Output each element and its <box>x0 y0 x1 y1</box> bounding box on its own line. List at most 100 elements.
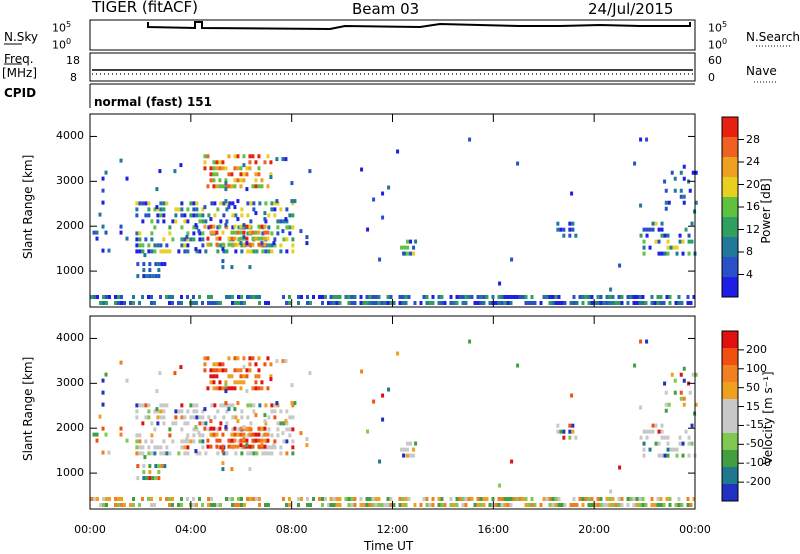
power-cell <box>276 231 280 236</box>
power-cell <box>248 265 252 270</box>
velocity-cell <box>236 356 240 361</box>
power-cell <box>168 249 172 254</box>
power-cell <box>503 301 507 305</box>
power-cell <box>389 295 393 299</box>
power-cell <box>679 194 683 199</box>
velocity-cbar-swatch <box>722 382 738 399</box>
velocity-cell <box>285 409 289 414</box>
x-tick-label: 16:00 <box>477 523 510 536</box>
power-cell <box>324 295 327 299</box>
power-cell <box>667 200 671 205</box>
velocity-cell <box>245 426 249 431</box>
velocity-cell <box>279 445 283 450</box>
velocity-cell <box>168 451 172 456</box>
velocity-cell <box>670 372 674 377</box>
power-cbar-tick-label: 24 <box>746 155 760 168</box>
velocity-cell <box>682 396 686 401</box>
power-cell <box>142 262 146 267</box>
velocity-cell <box>665 497 669 501</box>
power-cell <box>479 295 483 299</box>
velocity-cell <box>104 432 108 437</box>
velocity-cell <box>135 409 139 414</box>
velocity-cell <box>218 368 222 373</box>
velocity-cell <box>212 426 216 431</box>
power-cell <box>653 301 657 305</box>
velocity-cell <box>284 419 288 424</box>
velocity-cell <box>645 429 649 434</box>
power-cell <box>557 295 561 299</box>
velocity-cell <box>194 425 198 430</box>
power-cbar-tick-label: 16 <box>746 200 760 213</box>
velocity-cell <box>554 497 558 501</box>
velocity-cell <box>207 497 210 501</box>
power-cell <box>639 203 643 208</box>
power-cell <box>162 237 166 242</box>
velocity-cell <box>605 503 609 507</box>
velocity-cell <box>639 405 643 410</box>
power-cell <box>542 295 546 299</box>
power-cell <box>168 225 172 230</box>
velocity-cell <box>305 443 309 448</box>
velocity-cell <box>686 503 690 507</box>
velocity-cell <box>264 421 268 426</box>
power-cell <box>248 160 252 165</box>
velocity-cell <box>254 362 258 367</box>
power-cell <box>180 207 184 212</box>
velocity-cell <box>239 432 243 437</box>
freq-tick-bottom: 8 <box>70 71 77 84</box>
power-cell <box>162 201 166 206</box>
power-cell <box>240 207 244 212</box>
velocity-cell <box>119 432 123 437</box>
power-cell <box>248 154 252 159</box>
velocity-cell <box>503 503 507 507</box>
velocity-cell <box>157 464 161 469</box>
power-cell <box>227 236 231 241</box>
power-cell <box>662 301 666 305</box>
power-cell <box>136 262 140 267</box>
velocity-cell <box>132 503 135 507</box>
power-cell <box>195 213 199 218</box>
velocity-cell <box>653 503 657 507</box>
velocity-cell <box>587 497 591 501</box>
velocity-ylabel: Slant Range [km] <box>21 356 35 461</box>
velocity-cell <box>186 451 190 456</box>
velocity-cell <box>260 386 264 391</box>
velocity-cell <box>593 503 597 507</box>
power-cell <box>135 249 139 254</box>
velocity-cell <box>533 503 537 507</box>
velocity-cell <box>368 497 372 501</box>
velocity-cell <box>672 447 676 452</box>
x-ticks <box>89 114 696 509</box>
velocity-cell <box>282 497 285 501</box>
power-cell <box>171 219 175 224</box>
power-cell <box>245 172 249 177</box>
velocity-cell <box>609 489 613 494</box>
velocity-cell <box>105 503 108 507</box>
velocity-cell <box>279 421 283 426</box>
velocity-cell <box>159 409 163 414</box>
power-cell <box>279 243 283 248</box>
power-cell <box>255 249 259 254</box>
velocity-cell <box>183 445 187 450</box>
velocity-cell <box>512 497 516 501</box>
power-cell <box>102 295 105 299</box>
power-cell <box>242 172 246 177</box>
velocity-cell <box>165 403 169 408</box>
power-cell <box>590 301 594 305</box>
power-cell <box>221 184 225 189</box>
velocity-cell <box>159 403 163 408</box>
power-cell <box>560 301 564 305</box>
velocity-cell <box>288 497 291 501</box>
velocity-cell <box>192 439 196 444</box>
velocity-cell <box>189 403 193 408</box>
power-cell <box>248 230 252 235</box>
velocity-cbar-tick-label: -200 <box>746 475 771 489</box>
velocity-cell <box>183 421 187 426</box>
power-cell <box>198 249 202 254</box>
power-cell <box>678 233 682 238</box>
power-cell <box>231 213 235 218</box>
power-cell <box>293 199 297 204</box>
velocity-cell <box>412 447 416 452</box>
power-cell <box>154 262 158 267</box>
velocity-cell <box>614 503 618 507</box>
